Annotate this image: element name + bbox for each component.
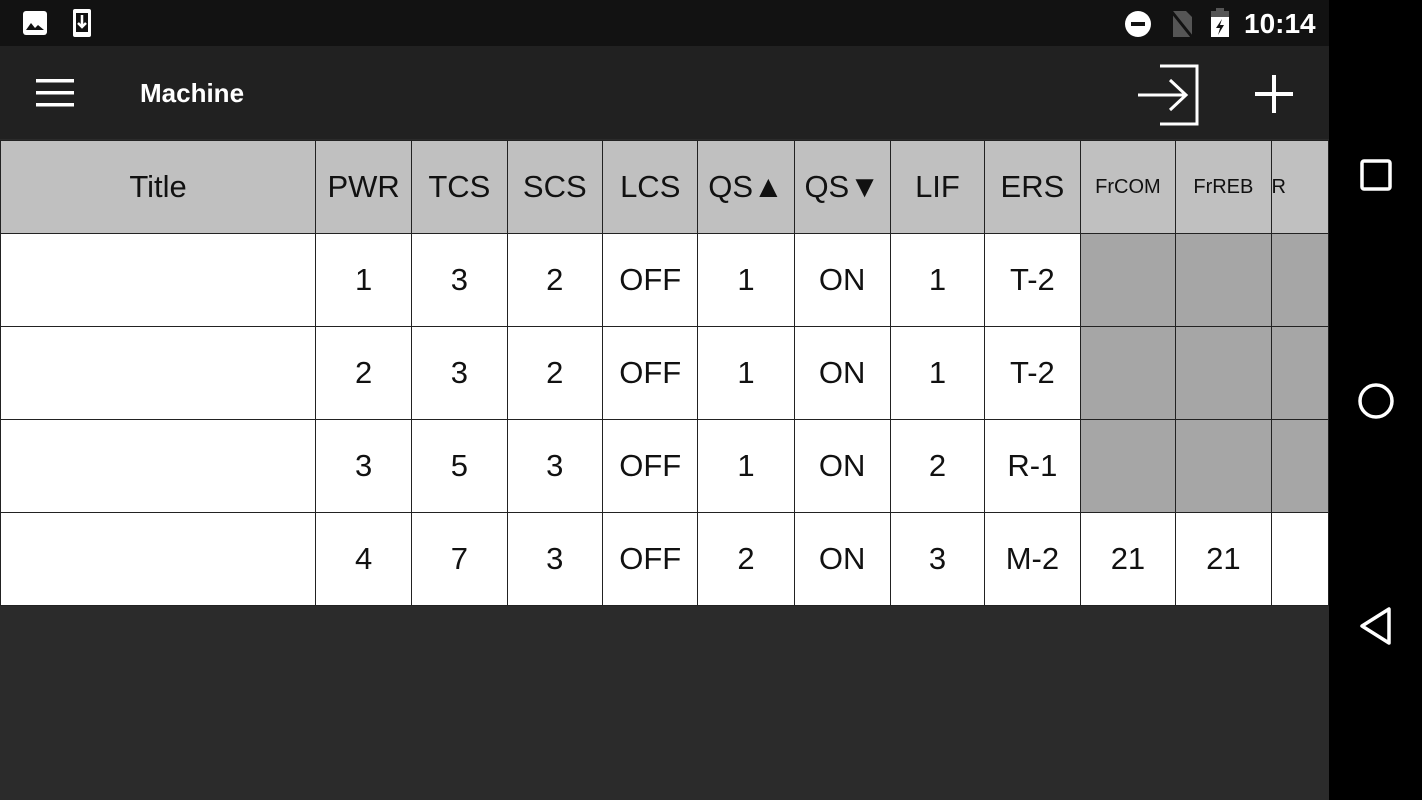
table-cell[interactable] — [1079, 233, 1177, 327]
table-header-row: Title PWR TCS SCS LCS QS▲ QS▼ LIF ERS FrCOM FrREB R — [0, 140, 1329, 234]
table-cell[interactable]: 2 — [506, 326, 604, 420]
table-cell[interactable] — [1270, 512, 1329, 606]
column-header[interactable]: QS▲ — [697, 140, 795, 234]
recents-icon[interactable] — [1360, 159, 1392, 191]
page-title: Machine — [140, 78, 245, 108]
machine-table-container: Title PWR TCS SCS LCS QS▲ QS▼ LIF ERS FrCOM FrREB R… — [0, 139, 1329, 800]
table-cell[interactable] — [1270, 233, 1329, 327]
home-icon[interactable] — [1357, 382, 1395, 420]
table-cell[interactable]: 2 — [889, 419, 986, 513]
table-cell[interactable]: 3 — [315, 419, 413, 513]
machine-table: Title PWR TCS SCS LCS QS▲ QS▼ LIF ERS FrCOM FrREB R… — [0, 140, 1329, 606]
table-row[interactable]: 3 5 3 OFF 1 ON 2 R-1 — [0, 419, 1329, 513]
table-cell[interactable]: 4 — [315, 512, 413, 606]
table-cell[interactable]: 3 — [411, 326, 508, 420]
table-row[interactable]: 2 3 2 OFF 1 ON 1 T-2 — [0, 326, 1329, 420]
table-cell[interactable]: M-2 — [984, 512, 1081, 606]
table-cell[interactable] — [1175, 419, 1272, 513]
table-cell[interactable] — [1175, 326, 1272, 420]
table-cell[interactable]: 21 — [1175, 512, 1272, 606]
table-cell[interactable]: 1 — [697, 326, 795, 420]
no-sim-icon — [1170, 11, 1194, 38]
table-cell[interactable]: 3 — [411, 233, 508, 327]
table-cell[interactable]: 1 — [315, 233, 413, 327]
table-cell[interactable]: 3 — [889, 512, 986, 606]
table-cell[interactable]: OFF — [602, 326, 699, 420]
table-row[interactable]: 4 7 3 OFF 2 ON 3 M-2 21 21 — [0, 512, 1329, 606]
table-cell[interactable]: OFF — [602, 512, 699, 606]
table-cell[interactable]: 2 — [506, 233, 604, 327]
image-icon — [23, 11, 47, 35]
back-icon[interactable] — [1359, 606, 1393, 646]
hamburger-menu-icon[interactable] — [36, 79, 74, 107]
battery-charging-icon — [1211, 8, 1229, 37]
table-cell[interactable] — [1270, 326, 1329, 420]
table-cell[interactable]: 3 — [506, 512, 604, 606]
table-cell[interactable] — [0, 326, 317, 420]
do-not-disturb-icon — [1125, 11, 1151, 37]
table-cell[interactable]: 5 — [411, 419, 508, 513]
download-icon — [73, 9, 91, 37]
table-cell[interactable] — [0, 233, 317, 327]
table-cell[interactable]: 2 — [697, 512, 795, 606]
table-row[interactable]: 1 3 2 OFF 1 ON 1 T-2 — [0, 233, 1329, 327]
table-cell[interactable]: ON — [793, 326, 891, 420]
table-cell[interactable]: 1 — [697, 419, 795, 513]
column-header[interactable]: LIF — [889, 140, 986, 234]
table-cell[interactable]: 7 — [411, 512, 508, 606]
table-cell[interactable] — [0, 419, 317, 513]
table-cell[interactable]: ON — [793, 419, 891, 513]
table-cell[interactable]: 21 — [1079, 512, 1177, 606]
table-cell[interactable]: 1 — [889, 233, 986, 327]
app-bar: Machine — [0, 46, 1329, 139]
table-cell[interactable] — [1079, 419, 1177, 513]
table-cell[interactable]: 2 — [315, 326, 413, 420]
clock: 10:14 — [1244, 8, 1316, 39]
login-icon[interactable] — [1136, 64, 1200, 126]
column-header[interactable]: Title — [0, 140, 317, 234]
table-cell[interactable]: T-2 — [984, 326, 1081, 420]
table-cell[interactable] — [1270, 419, 1329, 513]
column-header[interactable]: TCS — [411, 140, 508, 234]
column-header[interactable]: SCS — [506, 140, 604, 234]
table-cell[interactable] — [0, 512, 317, 606]
table-cell[interactable]: 1 — [889, 326, 986, 420]
table-cell[interactable]: OFF — [602, 233, 699, 327]
table-cell[interactable]: 1 — [697, 233, 795, 327]
navigation-bar — [1329, 0, 1422, 800]
status-bar: 10:14 — [0, 0, 1329, 46]
table-cell[interactable]: OFF — [602, 419, 699, 513]
table-cell[interactable]: T-2 — [984, 233, 1081, 327]
column-header[interactable]: QS▼ — [793, 140, 891, 234]
column-header[interactable]: FrREB — [1175, 140, 1272, 234]
table-cell[interactable]: R-1 — [984, 419, 1081, 513]
table-cell[interactable] — [1079, 326, 1177, 420]
column-header[interactable]: FrCOM — [1079, 140, 1177, 234]
column-header[interactable]: LCS — [602, 140, 699, 234]
column-header[interactable]: PWR — [315, 140, 413, 234]
table-cell[interactable] — [1175, 233, 1272, 327]
column-header[interactable]: R — [1270, 140, 1329, 234]
table-cell[interactable]: ON — [793, 233, 891, 327]
add-icon[interactable] — [1255, 75, 1293, 113]
table-cell[interactable]: ON — [793, 512, 891, 606]
table-cell[interactable]: 3 — [506, 419, 604, 513]
column-header[interactable]: ERS — [984, 140, 1081, 234]
